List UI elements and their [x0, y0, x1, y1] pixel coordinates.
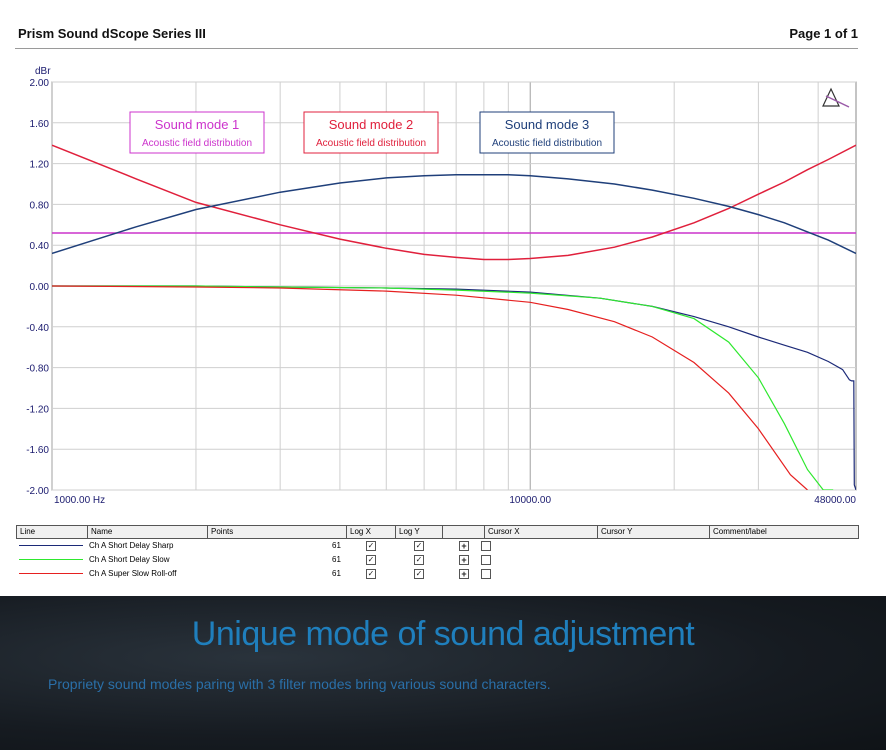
y-tick-label: 2.00 [30, 78, 50, 89]
x-tick-label: 10000.00 [509, 495, 551, 506]
prism-triangle [822, 87, 840, 107]
y-tick-label: -1.20 [26, 404, 49, 415]
trace-name: Ch A Short Delay Sharp [89, 541, 174, 550]
expand-button[interactable]: + [459, 569, 469, 579]
y-tick-label: -1.60 [26, 445, 49, 456]
col-cursor-x: Cursor X [485, 526, 598, 538]
sound-mode-label-box: Sound mode 2 Acoustic field distribution [303, 111, 439, 154]
trace-points: 61 [332, 569, 341, 578]
col-line: Line [17, 526, 88, 538]
trace-points: 61 [332, 541, 341, 550]
logx-checkbox[interactable]: ✓ [366, 555, 376, 565]
col-logy: Log Y [396, 526, 443, 538]
y-tick-label: 0.80 [30, 200, 50, 211]
prism-logo-icon [822, 87, 850, 108]
label-box-frame [303, 111, 439, 154]
y-tick-label: -2.00 [26, 486, 49, 497]
expand-button[interactable]: + [459, 541, 469, 551]
y-tick-label: -0.40 [26, 323, 49, 334]
expand-button[interactable]: + [459, 555, 469, 565]
logy-checkbox[interactable]: ✓ [414, 569, 424, 579]
sound-mode-label-box: Sound mode 3 Acoustic field distribution [479, 111, 615, 154]
cursor-checkbox[interactable] [481, 569, 491, 579]
promo-subline: Propriety sound modes paring with 3 filt… [48, 676, 551, 692]
trace-row[interactable]: Ch A Short Delay Slow 61 ✓ ✓ + [16, 553, 859, 567]
col-comment: Comment/label [713, 527, 767, 536]
header-divider [15, 48, 858, 49]
logx-checkbox[interactable]: ✓ [366, 541, 376, 551]
cursor-checkbox[interactable] [481, 541, 491, 551]
sound-mode-title: Sound mode 3 [505, 117, 590, 132]
col-name: Name [88, 526, 208, 538]
sound-mode-label-box: Sound mode 1 Acoustic field distribution [129, 111, 265, 154]
trace-name: Ch A Super Slow Roll-off [89, 569, 177, 578]
sound-mode-subtitle: Acoustic field distribution [316, 138, 426, 149]
sound-mode-curve [52, 174, 856, 255]
trace-table-header: Line Name Points Log X Log Y Cursor X Cu… [16, 525, 859, 539]
line-swatch [19, 545, 83, 546]
y-tick-label: 1.60 [30, 119, 50, 130]
label-box-frame [479, 111, 615, 154]
trace-table: Line Name Points Log X Log Y Cursor X Cu… [16, 525, 859, 581]
x-tick-label: 48000.00 [814, 495, 856, 506]
trace-row[interactable]: Ch A Super Slow Roll-off 61 ✓ ✓ + [16, 567, 859, 581]
y-tick-label: -0.80 [26, 364, 49, 375]
line-swatch [19, 559, 83, 560]
report-title: Prism Sound dScope Series III [18, 26, 206, 41]
line-swatch [19, 573, 83, 574]
trace-points: 61 [332, 555, 341, 564]
prism-beam [825, 95, 850, 108]
filter-response-line [52, 285, 808, 490]
y-tick-label: 1.20 [30, 160, 50, 171]
sound-mode-subtitle: Acoustic field distribution [142, 138, 252, 149]
col-cursor-y: Cursor Y [598, 526, 710, 538]
x-tick-label: 1000.00 Hz [54, 495, 105, 506]
page-indicator: Page 1 of 1 [789, 26, 858, 41]
col-logx: Log X [347, 526, 396, 538]
promo-headline: Unique mode of sound adjustment [191, 615, 695, 653]
filter-response-line [52, 285, 834, 490]
label-box-frame [129, 111, 265, 154]
y-tick-label: 0.00 [30, 282, 50, 293]
report-sheet: Prism Sound dScope Series III Page 1 of … [0, 0, 886, 596]
y-tick-label: 0.40 [30, 241, 50, 252]
y-axis-label: dBr [35, 66, 51, 77]
logy-checkbox[interactable]: ✓ [414, 555, 424, 565]
trace-name: Ch A Short Delay Slow [89, 555, 170, 564]
sound-mode-curve [52, 144, 856, 261]
sound-mode-title: Sound mode 1 [155, 117, 240, 132]
frequency-response-chart: 2.00 1.60 1.20 0.80 0.40 0.00 -0.40 -0.80 -1.20 -… [26, 66, 857, 506]
sound-mode-title: Sound mode 2 [329, 117, 414, 132]
promo-banner [0, 596, 886, 750]
trace-row[interactable]: Ch A Short Delay Sharp 61 ✓ ✓ + [16, 539, 859, 553]
col-blank [443, 526, 485, 538]
sound-mode-subtitle: Acoustic field distribution [492, 138, 602, 149]
col-points: Points [208, 526, 347, 538]
cursor-checkbox[interactable] [481, 555, 491, 565]
logx-checkbox[interactable]: ✓ [366, 569, 376, 579]
logy-checkbox[interactable]: ✓ [414, 541, 424, 551]
